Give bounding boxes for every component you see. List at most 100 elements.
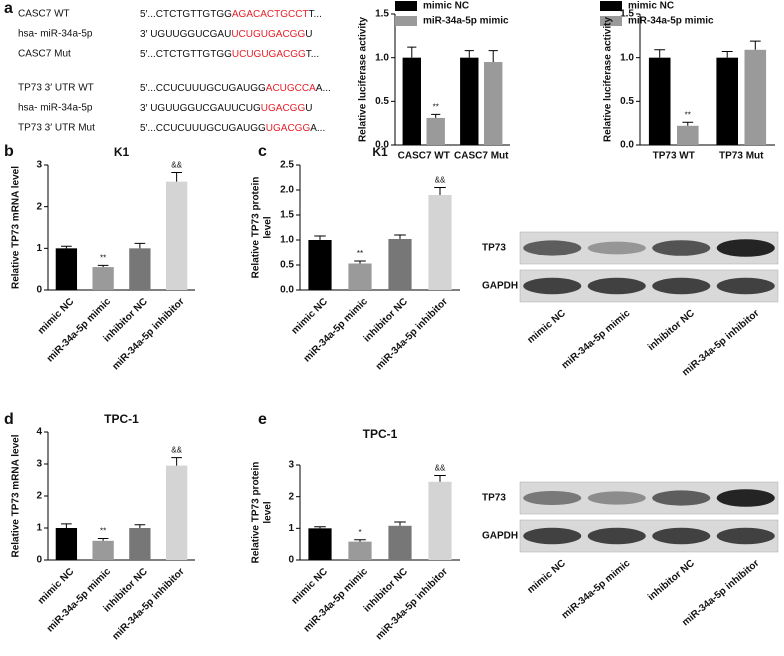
blot-band: [587, 277, 646, 295]
y-tick-label: 1.5: [620, 9, 634, 20]
x-tick-label: TP73 WT: [653, 151, 695, 162]
significance: &&: [435, 464, 446, 473]
bar: [348, 541, 372, 560]
y-tick-label: 0.5: [280, 260, 294, 271]
bar: [426, 117, 445, 145]
sequence: 5′...CTCTGTTGTGGUCUGUGACGGT...: [140, 49, 319, 60]
sequence: 3′ UGUUGGUCGAUUCUGUGACGGU: [140, 103, 312, 114]
blot-row-label: GAPDH: [482, 281, 518, 292]
y-tick-label: 0.0: [280, 285, 294, 296]
error-bar: [682, 121, 694, 126]
blot-band: [652, 277, 711, 295]
sequence-part: T...: [309, 9, 322, 20]
significance: *: [358, 528, 361, 537]
significance: **: [685, 110, 691, 119]
bar: [129, 248, 151, 290]
sequence: 5′...CTCTGTTGTGGAGACACTGCCTT...: [140, 9, 322, 20]
panel-letter: c: [258, 143, 267, 160]
panel-letter: b: [4, 143, 14, 160]
y-tick-label: 1.0: [620, 52, 634, 63]
bar: [428, 195, 452, 290]
blot-lane-label: miR-34a-5p mimic: [560, 558, 633, 622]
legend-swatch: [395, 1, 417, 11]
sequence-name: CASC7 Mut: [18, 49, 71, 60]
y-axis-label: Relative TP73 protein: [251, 177, 262, 279]
bar: [92, 540, 114, 560]
blot-band: [716, 489, 775, 507]
panel-letter: d: [4, 411, 14, 428]
bar: [402, 57, 421, 145]
bar: [129, 528, 151, 560]
error-bar: [134, 242, 146, 249]
significance: &&: [171, 446, 182, 455]
y-tick-label: 3: [36, 160, 42, 171]
error-bar: [488, 50, 498, 63]
bar: [55, 248, 78, 290]
significance: **: [357, 249, 363, 258]
bar: [648, 57, 671, 145]
sequence-part: U: [305, 29, 312, 40]
y-tick-label: 4: [36, 427, 42, 438]
sequence-match: UGACGG: [266, 123, 311, 134]
y-tick-label: 1: [36, 523, 42, 534]
sequence-part: 3′ UGUUGGUCGAU: [140, 29, 231, 40]
sequence: 5′...CCUCUUUGCUGAUGGACUGCCAA...: [140, 83, 331, 94]
legend-swatch: [600, 16, 622, 26]
sequence-match: ACUGCCA: [266, 83, 316, 94]
error-bar: [407, 46, 417, 58]
x-tick-label: mimic NC: [290, 296, 330, 336]
sequence-match: UCUGUGACGG: [231, 29, 305, 40]
y-tick-label: 3: [288, 460, 294, 471]
error-bar: [434, 474, 446, 482]
error-bar: [314, 235, 326, 240]
error-bar: [97, 264, 109, 268]
sequence-part: U: [305, 103, 312, 114]
bar: [165, 465, 188, 560]
blot-band: [652, 240, 711, 256]
bar: [308, 240, 332, 290]
y-tick-label: 1.5: [280, 210, 294, 221]
bar: [165, 181, 188, 290]
sequence-name: TP73 3′ UTR Mut: [18, 123, 95, 134]
sequence: 3′ UGUUGGUCGAUUCUGUGACGGU: [140, 29, 312, 40]
x-tick-label: TP73 Mut: [719, 151, 764, 162]
blot-band: [523, 240, 582, 256]
y-tick-label: 0.5: [620, 96, 634, 107]
blot-band: [716, 239, 775, 257]
error-bar: [394, 521, 406, 526]
chart-title: TPC-1: [363, 427, 398, 441]
legend-swatch: [395, 16, 417, 26]
error-bar: [434, 187, 446, 195]
y-tick-label: 0: [36, 555, 42, 566]
y-tick-label: 0.0: [375, 140, 389, 151]
y-tick-label: 1.0: [280, 235, 294, 246]
x-tick-label: mimic NC: [290, 566, 330, 606]
legend-label: mimic NC: [628, 1, 674, 12]
blot-band: [523, 491, 582, 505]
error-bar: [61, 245, 72, 249]
significance: &&: [435, 176, 446, 185]
bar: [308, 528, 332, 560]
x-tick-label: miR-34a-5p inhibitor: [374, 566, 450, 642]
sequence-part: 5′...CTCTGTTGTGG: [140, 9, 232, 20]
error-bar: [464, 50, 474, 58]
y-tick-label: 0.5: [375, 96, 389, 107]
y-axis-label: Relative luciferase activity: [603, 17, 614, 143]
y-tick-label: 0.0: [620, 140, 634, 151]
y-axis-label: Relative TP73 mRNA level: [11, 166, 22, 289]
y-axis-label: Relative luciferase activity: [358, 17, 369, 143]
legend-label: miR-34a-5p mimic: [423, 16, 509, 27]
error-bar: [134, 524, 146, 528]
error-bar: [721, 51, 733, 58]
sequence-name: hsa- miR-34a-5p: [18, 29, 93, 40]
y-tick-label: 1.5: [375, 9, 389, 20]
sequence-part: 5′...CCUCUUUGCUGAUGG: [140, 123, 266, 134]
blot-band: [652, 490, 711, 506]
y-tick-label: 0: [288, 555, 294, 566]
bar: [676, 125, 699, 145]
significance: &&: [171, 161, 182, 170]
bar: [428, 481, 452, 560]
blot-band: [587, 491, 646, 505]
y-tick-label: 2: [36, 491, 42, 502]
